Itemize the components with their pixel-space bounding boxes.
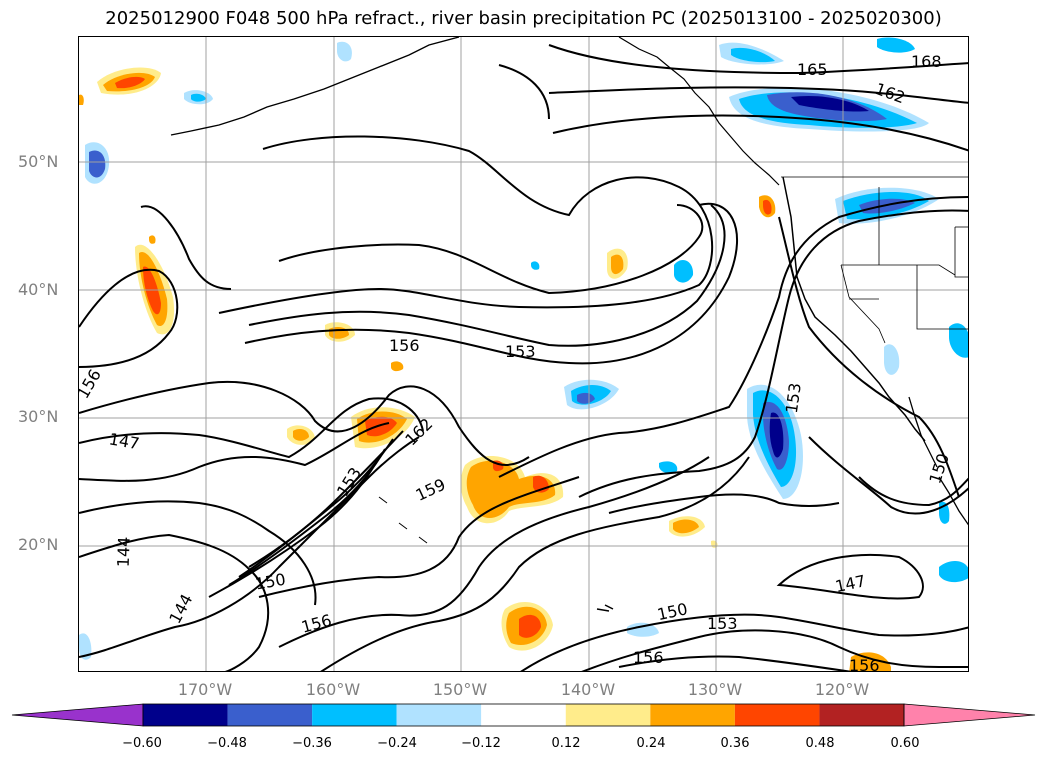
contour-labels: 165 168 162 156 153 156 147 153 162 159 … bbox=[79, 52, 953, 672]
shade-mid-blue-40n bbox=[674, 260, 694, 283]
shade-mid-blue-small bbox=[531, 261, 540, 270]
lat-label-20n: 20°N bbox=[18, 535, 59, 554]
colorbar-tick: −0.48 bbox=[207, 736, 247, 751]
shade-top-blue-2 bbox=[337, 41, 352, 62]
contour-label-156-se: 156 bbox=[849, 656, 880, 672]
contour-label-147-e: 147 bbox=[833, 571, 867, 596]
contour-label-153-s: 153 bbox=[707, 614, 738, 633]
contour-label-150-baja: 150 bbox=[925, 451, 953, 486]
contour-label-150-s: 150 bbox=[655, 599, 689, 624]
shade-mid-blue-30n-royal bbox=[577, 392, 595, 404]
shade-30n-red-b bbox=[365, 416, 397, 437]
lat-label-30n: 30°N bbox=[18, 407, 59, 426]
map-title: 2025012900 F048 500 hPa refract., river … bbox=[105, 8, 942, 29]
borders bbox=[781, 176, 968, 344]
colorbar-tick: 0.36 bbox=[720, 736, 750, 751]
shade-20n-small bbox=[711, 540, 718, 548]
colorbar-segment bbox=[143, 704, 228, 726]
shade-sw-blue bbox=[79, 633, 92, 660]
shade-w-edge-orange bbox=[79, 94, 84, 105]
shade-top-blue-3 bbox=[877, 37, 915, 53]
colorbar-tick: 0.48 bbox=[805, 736, 835, 751]
contour-label-156-w: 156 bbox=[79, 366, 105, 402]
gridlines bbox=[79, 37, 968, 671]
contour-label-144-a: 144 bbox=[114, 536, 134, 567]
colorbar-segment bbox=[734, 704, 820, 726]
lon-label-150w: 150°W bbox=[432, 680, 488, 699]
lon-label-130w: 130°W bbox=[687, 680, 743, 699]
contour-label-147-w: 147 bbox=[108, 429, 141, 453]
map-canvas: 165 168 162 156 153 156 147 153 162 159 … bbox=[79, 37, 968, 672]
colorbar-segments bbox=[11, 703, 1036, 727]
contour-label-153-mid: 153 bbox=[505, 342, 536, 361]
colorbar-segment bbox=[650, 704, 735, 726]
lat-label-50n: 50°N bbox=[18, 152, 59, 171]
colorbar-tick: −0.60 bbox=[122, 736, 162, 751]
shade-pnw-navy bbox=[791, 95, 869, 112]
contour-label-156-ss: 156 bbox=[633, 648, 664, 667]
shade-30n-orange-a bbox=[293, 429, 309, 441]
lon-label-120w: 120°W bbox=[814, 680, 870, 699]
shade-top-blue-4-inner bbox=[731, 47, 775, 63]
lon-label-160w: 160°W bbox=[305, 680, 361, 699]
shade-20n-orange bbox=[673, 519, 699, 534]
colorbar-outline bbox=[142, 703, 905, 727]
colorbar-segment bbox=[312, 704, 397, 726]
shade-se-blue bbox=[939, 561, 968, 582]
colorbar-tick: 0.24 bbox=[636, 736, 666, 751]
shade-baja-navy bbox=[769, 412, 784, 458]
contour-label-156-s: 156 bbox=[299, 611, 333, 637]
colorbar-extend-high bbox=[903, 703, 1036, 727]
colorbar-tick: 0.12 bbox=[551, 736, 581, 751]
shade-s-red bbox=[519, 614, 541, 638]
colorbar-tick: 0.60 bbox=[890, 736, 920, 751]
lon-label-170w: 170°W bbox=[177, 680, 233, 699]
lon-label-140w: 140°W bbox=[560, 680, 616, 699]
shade-se-orange bbox=[849, 652, 891, 671]
colorbar-segment bbox=[481, 704, 566, 726]
precip-shading bbox=[79, 37, 968, 671]
shade-tropics-blue bbox=[659, 461, 678, 474]
shade-nw-red bbox=[115, 76, 145, 89]
contour-lines bbox=[79, 44, 968, 671]
colorbar-tick: −0.36 bbox=[292, 736, 332, 751]
shade-socal-blue-2 bbox=[949, 323, 968, 358]
contour-label-168: 168 bbox=[911, 52, 942, 71]
contour-label-150-a: 150 bbox=[254, 570, 287, 594]
colorbar-segment bbox=[819, 704, 904, 726]
shade-w-blue-50n-inner bbox=[89, 150, 106, 178]
contour-label-159: 159 bbox=[413, 475, 449, 505]
shade-w-edge-orange-2 bbox=[149, 235, 156, 244]
shade-s-blue bbox=[627, 622, 659, 637]
shade-40n-orange-inner bbox=[611, 254, 624, 275]
contour-label-165: 165 bbox=[797, 60, 828, 79]
colorbar bbox=[11, 703, 1036, 727]
shade-top-blue-1-inner bbox=[191, 93, 206, 102]
contour-label-156-mid: 156 bbox=[389, 336, 420, 355]
shade-central-orange bbox=[466, 460, 556, 518]
contour-label-144-b: 144 bbox=[165, 591, 196, 627]
shade-wa-red bbox=[763, 199, 772, 215]
contour-label-153-baja: 153 bbox=[782, 382, 805, 415]
colorbar-segment bbox=[565, 704, 651, 726]
shade-midleft-orange-2 bbox=[391, 361, 404, 372]
lat-label-40n: 40°N bbox=[18, 280, 59, 299]
colorbar-segment bbox=[227, 704, 313, 726]
colorbar-extend-low bbox=[11, 703, 144, 727]
shade-socal-blue-1 bbox=[884, 344, 900, 375]
colorbar-tick: −0.24 bbox=[377, 736, 417, 751]
colorbar-segment bbox=[396, 704, 482, 726]
map-panel[interactable]: 165 168 162 156 153 156 147 153 162 159 … bbox=[78, 36, 969, 672]
colorbar-tick: −0.12 bbox=[461, 736, 501, 751]
